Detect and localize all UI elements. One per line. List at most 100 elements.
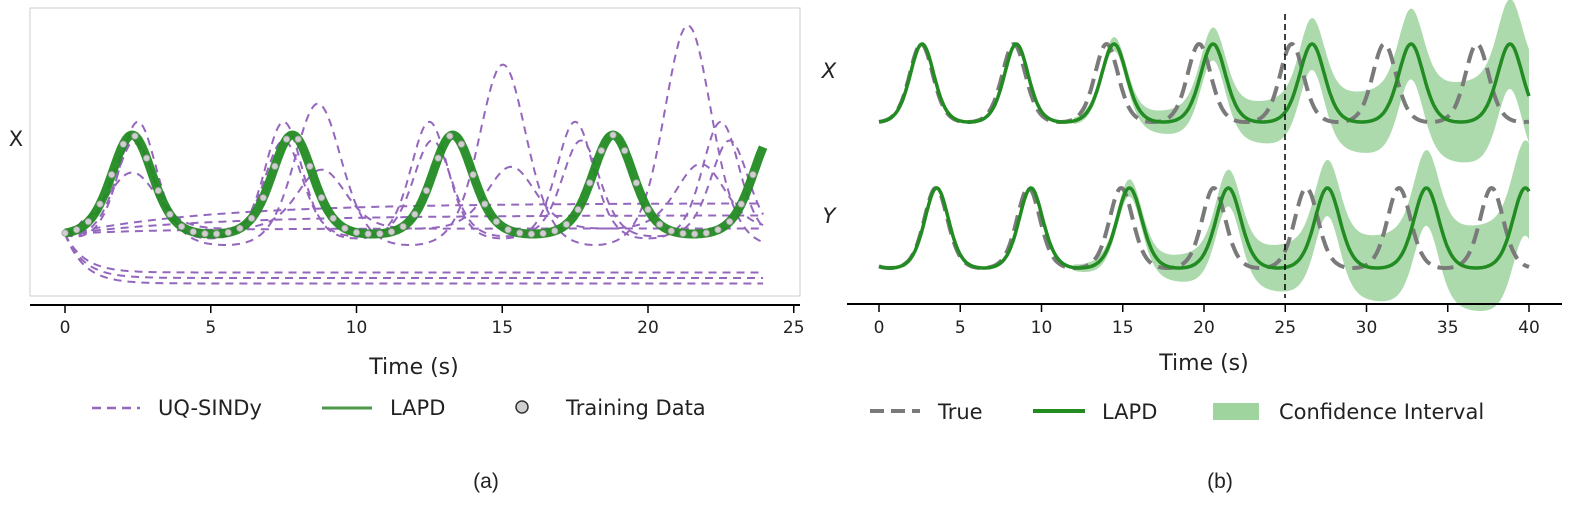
panel-a-tick-label: 0 bbox=[60, 318, 71, 338]
training-data-point bbox=[306, 162, 314, 170]
panel-a-y-label: X bbox=[9, 127, 23, 151]
true-line bbox=[878, 41, 1530, 124]
training-data-point bbox=[737, 200, 745, 208]
uq-sindy-line bbox=[64, 120, 764, 240]
training-data-point bbox=[656, 220, 664, 228]
training-data-point bbox=[597, 147, 605, 155]
uq-sindy-line bbox=[64, 233, 764, 279]
training-data-point bbox=[329, 214, 337, 222]
panel-b-x-series-label: X bbox=[821, 59, 837, 83]
panel-b-tick-label: 5 bbox=[955, 318, 966, 338]
training-data-point bbox=[691, 230, 699, 238]
panel-a-tick-label: 15 bbox=[491, 318, 513, 338]
training-data-point bbox=[399, 222, 407, 231]
training-data-point bbox=[119, 140, 127, 148]
training-data-point bbox=[411, 210, 419, 218]
panel-a-tick-label: 5 bbox=[205, 318, 216, 338]
training-data-point bbox=[154, 187, 162, 195]
panel-b-tick-label: 10 bbox=[1031, 318, 1053, 338]
panel-b-tick-label: 30 bbox=[1356, 318, 1378, 338]
training-data-point bbox=[364, 230, 372, 238]
panel-b-tick-label: 15 bbox=[1112, 318, 1134, 338]
training-data-point bbox=[679, 229, 687, 238]
panel-b-chart: 0 5 10 15 20 25 30 35 40 X Y Time (s) True LAPD … bbox=[821, 0, 1562, 493]
training-data-point bbox=[586, 179, 594, 187]
uq-sindy-line bbox=[64, 233, 764, 285]
legend-true-label: True bbox=[937, 400, 983, 424]
training-data-point bbox=[492, 218, 501, 226]
panel-a-caption: (a) bbox=[473, 470, 499, 493]
training-data-point bbox=[574, 205, 582, 214]
training-data-point bbox=[481, 200, 489, 208]
panel-a-tick-label: 20 bbox=[637, 318, 659, 338]
training-data-point bbox=[143, 154, 151, 162]
training-data-point bbox=[667, 227, 675, 235]
panel-b-tick-label: 25 bbox=[1274, 318, 1296, 338]
training-data-point bbox=[178, 222, 186, 231]
lapd-prediction-line bbox=[878, 186, 1531, 270]
panel-b-legend: True LAPD Confidence Interval bbox=[870, 400, 1484, 424]
panel-b-caption: (b) bbox=[1207, 470, 1233, 493]
confidence-interval-band bbox=[879, 140, 1529, 311]
panel-a-x-label: Time (s) bbox=[368, 355, 458, 380]
panel-b-y-series-label: Y bbox=[823, 204, 838, 228]
training-data-point bbox=[352, 228, 361, 237]
true-line bbox=[878, 185, 1530, 270]
legend-confidence-interval-swatch bbox=[1213, 403, 1259, 420]
legend-lapd-label-a: LAPD bbox=[390, 396, 445, 420]
legend-lapd-label-b: LAPD bbox=[1102, 400, 1157, 424]
lapd-prediction-line bbox=[878, 42, 1531, 124]
confidence-interval-band bbox=[879, 0, 1529, 163]
training-data-point bbox=[212, 230, 221, 238]
panel-a-chart: 0 5 10 15 20 25 X Time (s) UQ-SINDy LAPD Trai… bbox=[9, 7, 805, 493]
legend-uq-sindy-label: UQ-SINDy bbox=[158, 396, 262, 420]
training-data-point bbox=[341, 224, 349, 232]
panel-b-x-label: Time (s) bbox=[1158, 351, 1248, 376]
training-data-point bbox=[609, 131, 617, 139]
training-data-point bbox=[714, 226, 722, 234]
uq-sindy-line bbox=[64, 202, 764, 235]
training-data-point bbox=[131, 132, 139, 140]
training-data-point bbox=[224, 228, 232, 237]
panel-b-tick-label: 20 bbox=[1193, 318, 1215, 338]
training-data-point bbox=[516, 229, 524, 237]
panel-a-tick-label: 25 bbox=[783, 318, 805, 338]
training-data-point bbox=[539, 229, 547, 238]
training-data-point bbox=[422, 187, 431, 195]
panel-b-tick-label: 40 bbox=[1518, 318, 1540, 338]
training-data-point bbox=[562, 220, 570, 228]
lapd-predictions bbox=[878, 42, 1531, 270]
legend-training-data-label: Training Data bbox=[565, 396, 706, 420]
training-data-point bbox=[632, 179, 640, 187]
panel-a-legend: UQ-SINDy LAPD Training Data bbox=[92, 396, 706, 420]
training-data-point bbox=[189, 228, 197, 236]
panel-a-frame bbox=[29, 7, 801, 297]
training-data-point bbox=[726, 218, 734, 226]
panel-a-tick-label: 10 bbox=[346, 318, 368, 338]
uq-sindy-line bbox=[64, 227, 764, 235]
training-data-point bbox=[434, 154, 442, 162]
training-data-point bbox=[504, 226, 512, 234]
uq-sindy-trajectories bbox=[64, 24, 764, 285]
training-data-point bbox=[317, 194, 326, 202]
legend-training-data-marker bbox=[515, 400, 529, 414]
panel-a-x-ticks: 0 5 10 15 20 25 bbox=[60, 305, 805, 338]
training-data-point bbox=[73, 226, 81, 234]
panel-b-tick-label: 0 bbox=[874, 318, 885, 338]
training-data-point bbox=[271, 162, 279, 170]
lapd-line bbox=[62, 130, 768, 239]
training-data-point bbox=[61, 229, 69, 237]
training-data-point bbox=[282, 135, 291, 143]
panel-b-x-ticks: 0 5 10 15 20 25 30 35 40 bbox=[874, 304, 1540, 338]
training-data-point bbox=[644, 205, 652, 214]
training-data-point bbox=[527, 230, 536, 238]
training-data-point bbox=[702, 229, 710, 237]
training-data-point bbox=[469, 171, 477, 179]
uq-sindy-line bbox=[64, 162, 764, 235]
training-data-point bbox=[84, 218, 92, 226]
panel-b-tick-label: 35 bbox=[1437, 318, 1459, 338]
training-data-point bbox=[621, 147, 629, 155]
training-data-point bbox=[457, 140, 466, 148]
training-data-point bbox=[247, 214, 256, 222]
